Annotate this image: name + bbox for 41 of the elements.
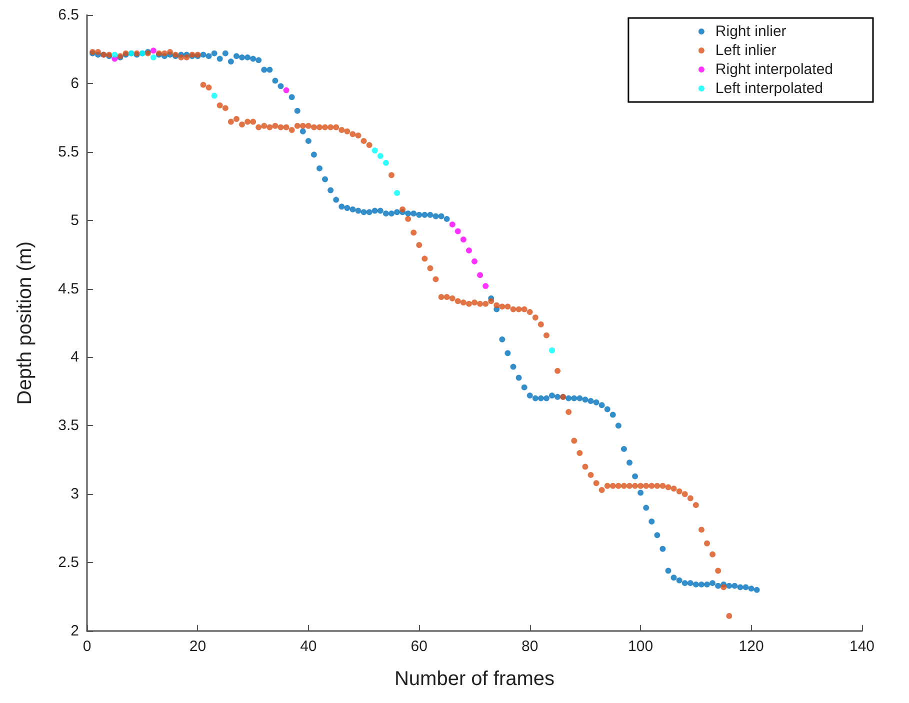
point: [472, 258, 478, 264]
point: [394, 190, 400, 196]
point: [549, 347, 555, 354]
point: [283, 87, 290, 94]
y-tick-label: 6.5: [58, 6, 79, 24]
y-tick-label: 3.5: [58, 417, 79, 434]
x-axis-title: Number of frames: [394, 668, 555, 690]
point: [477, 272, 484, 278]
x-tick-label: 80: [522, 638, 538, 655]
point: [112, 52, 118, 58]
point: [382, 160, 389, 166]
y-tick-label: 3: [70, 486, 79, 503]
x-tick-label: 60: [410, 638, 428, 655]
x-tick-label: 40: [300, 638, 317, 655]
legend-label: Right interpolated: [715, 61, 833, 78]
point: [150, 54, 156, 60]
point: [460, 236, 466, 242]
point: [150, 48, 156, 54]
point: [454, 228, 461, 234]
point: [377, 152, 384, 159]
legend-label: Left inlier: [715, 42, 776, 59]
y-tick-label: 5: [70, 212, 79, 229]
y-tick-label: 2.5: [58, 554, 79, 572]
y-tick-label: 4.5: [58, 280, 79, 298]
y-tick-label: 2: [70, 622, 79, 640]
point: [466, 247, 472, 254]
y-tick-label: 6: [70, 74, 79, 92]
legend-label: Right inlier: [715, 23, 786, 40]
point: [372, 148, 378, 154]
x-tick-label: 120: [738, 638, 764, 655]
point: [449, 221, 456, 228]
x-tick-label: 100: [628, 638, 654, 655]
x-tick-label: 0: [82, 638, 92, 655]
y-tick-label: 4: [70, 348, 79, 366]
x-tick-label: 140: [849, 638, 875, 655]
point: [482, 283, 489, 290]
y-axis-title: Depth position (m): [14, 241, 36, 405]
y-tick-label: 5.5: [58, 143, 79, 160]
x-tick-label: 20: [189, 638, 206, 655]
legend-label: Left interpolated: [715, 80, 823, 97]
point: [211, 92, 218, 99]
